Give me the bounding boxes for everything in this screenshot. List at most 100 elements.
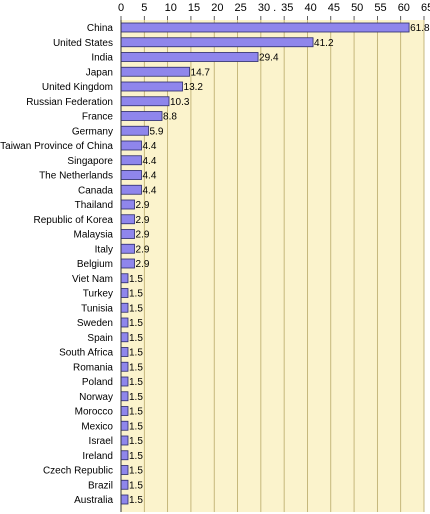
x-tick-label: 20 bbox=[211, 2, 223, 14]
bar bbox=[120, 184, 142, 195]
bar bbox=[120, 81, 183, 92]
bar bbox=[120, 479, 129, 490]
bar bbox=[120, 406, 129, 416]
bar bbox=[120, 288, 129, 298]
category-label: Viet Nam bbox=[72, 274, 113, 285]
category-label: Belgium bbox=[77, 259, 113, 270]
category-label: South Africa bbox=[59, 348, 113, 359]
bar bbox=[120, 273, 129, 284]
bar bbox=[120, 376, 129, 387]
category-label: Russian Federation bbox=[26, 97, 113, 108]
category-label: Spain bbox=[87, 333, 113, 344]
category-label: Morocco bbox=[75, 407, 114, 418]
bar bbox=[120, 96, 170, 107]
x-tick-label: 10 bbox=[165, 2, 177, 14]
bar bbox=[120, 155, 142, 166]
category-label: Tunisia bbox=[81, 303, 113, 314]
category-label: Italy bbox=[95, 244, 113, 255]
value-label: 2.9 bbox=[136, 215, 150, 226]
category-label: Mexico bbox=[81, 421, 113, 432]
x-tick-label: 15 bbox=[188, 2, 200, 14]
value-label: 2.9 bbox=[136, 259, 150, 270]
category-label: Malaysia bbox=[74, 230, 114, 241]
bar bbox=[120, 361, 129, 372]
value-label: 2.9 bbox=[136, 244, 150, 255]
category-label: Poland bbox=[82, 377, 113, 388]
bar bbox=[120, 37, 314, 48]
bar bbox=[120, 332, 129, 343]
value-label: 13.2 bbox=[184, 82, 204, 93]
category-label: Thailand bbox=[75, 200, 113, 211]
value-label: 2.9 bbox=[136, 200, 150, 211]
value-label: 1.5 bbox=[129, 362, 143, 373]
category-label: Turkey bbox=[83, 289, 113, 300]
category-label: Ireland bbox=[82, 451, 113, 462]
bar bbox=[120, 258, 135, 269]
bar bbox=[120, 420, 129, 431]
value-label: 1.5 bbox=[129, 348, 143, 359]
category-label: France bbox=[82, 112, 114, 123]
x-tick-label: 30 . bbox=[258, 2, 276, 14]
category-labels: China United States India Japan United Kingd… bbox=[0, 23, 113, 506]
bar bbox=[120, 435, 129, 446]
category-label: Germany bbox=[72, 126, 113, 137]
bar bbox=[120, 347, 129, 357]
value-label: 2.9 bbox=[136, 230, 150, 241]
bar bbox=[120, 66, 190, 77]
bar bbox=[120, 140, 142, 151]
category-label: United Kingdom bbox=[42, 82, 113, 93]
value-label: 1.5 bbox=[129, 466, 143, 477]
value-label: 1.5 bbox=[129, 480, 143, 491]
bar bbox=[120, 199, 135, 210]
value-label: 1.5 bbox=[129, 392, 143, 403]
value-label: 5.9 bbox=[150, 126, 164, 137]
category-label: Israel bbox=[89, 436, 113, 447]
bar bbox=[120, 302, 129, 313]
bar bbox=[120, 170, 142, 180]
x-tick-label: 5 bbox=[141, 2, 147, 14]
value-label: 61.8 bbox=[410, 23, 430, 34]
value-label: 10.3 bbox=[170, 97, 190, 108]
x-tick-label: 35 bbox=[281, 2, 293, 14]
x-tick-label: 45 bbox=[328, 2, 340, 14]
x-tick-label: 0 bbox=[118, 2, 124, 14]
category-label: Taiwan Province of China bbox=[0, 141, 113, 152]
category-label: China bbox=[87, 23, 114, 34]
value-label: 4.4 bbox=[143, 171, 157, 182]
value-label: 1.5 bbox=[129, 333, 143, 344]
bar bbox=[120, 317, 129, 328]
value-label: 1.5 bbox=[129, 289, 143, 300]
x-axis-ticks: 0 5 10 15 20 25 30 . 35 40 45 50 55 60 65 bbox=[118, 2, 430, 14]
value-label: 8.8 bbox=[163, 112, 177, 123]
category-label: Romania bbox=[73, 362, 113, 373]
category-label: Canada bbox=[78, 185, 113, 196]
category-label: Norway bbox=[79, 392, 113, 403]
value-label: 41.2 bbox=[314, 38, 334, 49]
category-label: Czech Republic bbox=[43, 466, 113, 477]
bar bbox=[120, 125, 149, 136]
bar bbox=[120, 243, 135, 254]
value-label: 29.4 bbox=[259, 53, 279, 64]
gridlines bbox=[120, 16, 425, 512]
category-label: Republic of Korea bbox=[34, 215, 114, 226]
bar bbox=[120, 391, 129, 402]
bar bbox=[120, 229, 135, 239]
value-label: 4.4 bbox=[143, 156, 157, 167]
x-tick-label: 65 bbox=[421, 2, 430, 14]
value-label: 4.4 bbox=[143, 185, 157, 196]
value-label: 1.5 bbox=[129, 421, 143, 432]
category-label: Australia bbox=[74, 495, 113, 506]
category-label: United States bbox=[53, 38, 113, 49]
value-label: 1.5 bbox=[129, 274, 143, 285]
value-label: 1.5 bbox=[129, 495, 143, 506]
x-tick-label: 60 bbox=[398, 2, 410, 14]
x-tick-label: 40 bbox=[304, 2, 316, 14]
value-label: 1.5 bbox=[129, 303, 143, 314]
value-label: 1.5 bbox=[129, 377, 143, 388]
bar bbox=[120, 22, 410, 33]
bar bbox=[120, 465, 129, 475]
value-label: 1.5 bbox=[129, 436, 143, 447]
bar bbox=[120, 494, 129, 505]
x-tick-label: 50 bbox=[351, 2, 363, 14]
